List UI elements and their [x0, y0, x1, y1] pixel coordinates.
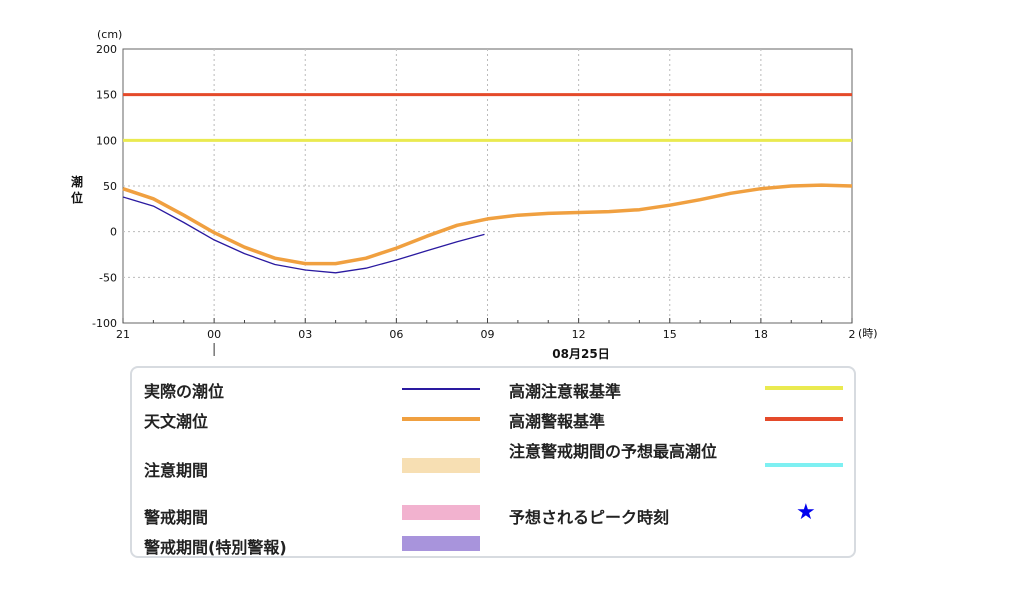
x-tick-label: 09: [481, 328, 495, 341]
x-tick-label: 00: [207, 328, 221, 341]
legend-swatch-warning-period: [402, 505, 480, 520]
x-tick-label: 12: [572, 328, 586, 341]
legend-label-forecast-max: 注意警戒期間の予想最高潮位: [509, 442, 718, 461]
x-tick-label: 21: [116, 328, 130, 341]
date-label: 08月25日: [552, 347, 609, 361]
legend-label-caution-period: 注意期間: [144, 461, 209, 480]
x-tick-label: 03: [298, 328, 312, 341]
legend-line-warning-level: [765, 417, 843, 421]
y-tick-label: 150: [96, 89, 117, 102]
legend-label-warning-level: 高潮警報基準: [509, 412, 606, 431]
series-lines: [122, 183, 853, 274]
y-tick-label: 50: [103, 180, 117, 193]
legend-line-astronomical: [402, 417, 480, 421]
y-tick-label: -50: [99, 271, 117, 284]
legend-line-actual: [402, 388, 480, 390]
star-icon: ★: [796, 500, 816, 525]
y-tick-label: 100: [96, 134, 117, 147]
legend: 実際の潮位 天文潮位 注意期間 警戒期間 警戒期間(特別警報) 高潮注意報基準 …: [130, 366, 856, 558]
y-tick-label: 0: [110, 226, 117, 239]
legend-label-warning-period: 警戒期間: [144, 508, 209, 527]
y-unit-label: (cm): [97, 28, 122, 41]
legend-label-peak-time: 予想されるピーク時刻: [509, 508, 670, 527]
legend-label-advisory-level: 高潮注意報基準: [509, 382, 622, 401]
legend-label-special-warning-period: 警戒期間(特別警報): [144, 538, 287, 557]
y-axis-label-2: 位: [71, 190, 83, 205]
y-tick-label: -100: [92, 317, 117, 330]
legend-line-advisory-level: [765, 386, 843, 390]
series-line: [122, 183, 853, 266]
tide-chart: -100 -50 0 50 100 150 200 21 00 03 06 09 12 15 18 2 (c…: [71, 28, 878, 361]
x-tick-label: 2: [849, 328, 856, 341]
y-ticks: -100 -50 0 50 100 150 200: [92, 43, 117, 330]
series-line: [122, 196, 485, 274]
threshold-lines: [123, 93, 852, 142]
x-unit-label: (時): [858, 327, 878, 340]
legend-label-astronomical: 天文潮位: [144, 412, 209, 431]
x-tick-label: 15: [663, 328, 677, 341]
y-tick-label: 200: [96, 43, 117, 56]
legend-swatch-caution-period: [402, 458, 480, 473]
legend-label-actual: 実際の潮位: [144, 382, 225, 401]
legend-line-forecast-max: [765, 463, 843, 467]
x-tick-label: 06: [389, 328, 403, 341]
y-axis-label-1: 潮: [71, 174, 83, 189]
x-ticks: 21 00 03 06 09 12 15 18 2: [116, 328, 856, 341]
x-tick-label: 18: [754, 328, 768, 341]
legend-swatch-special-warning-period: [402, 536, 480, 551]
